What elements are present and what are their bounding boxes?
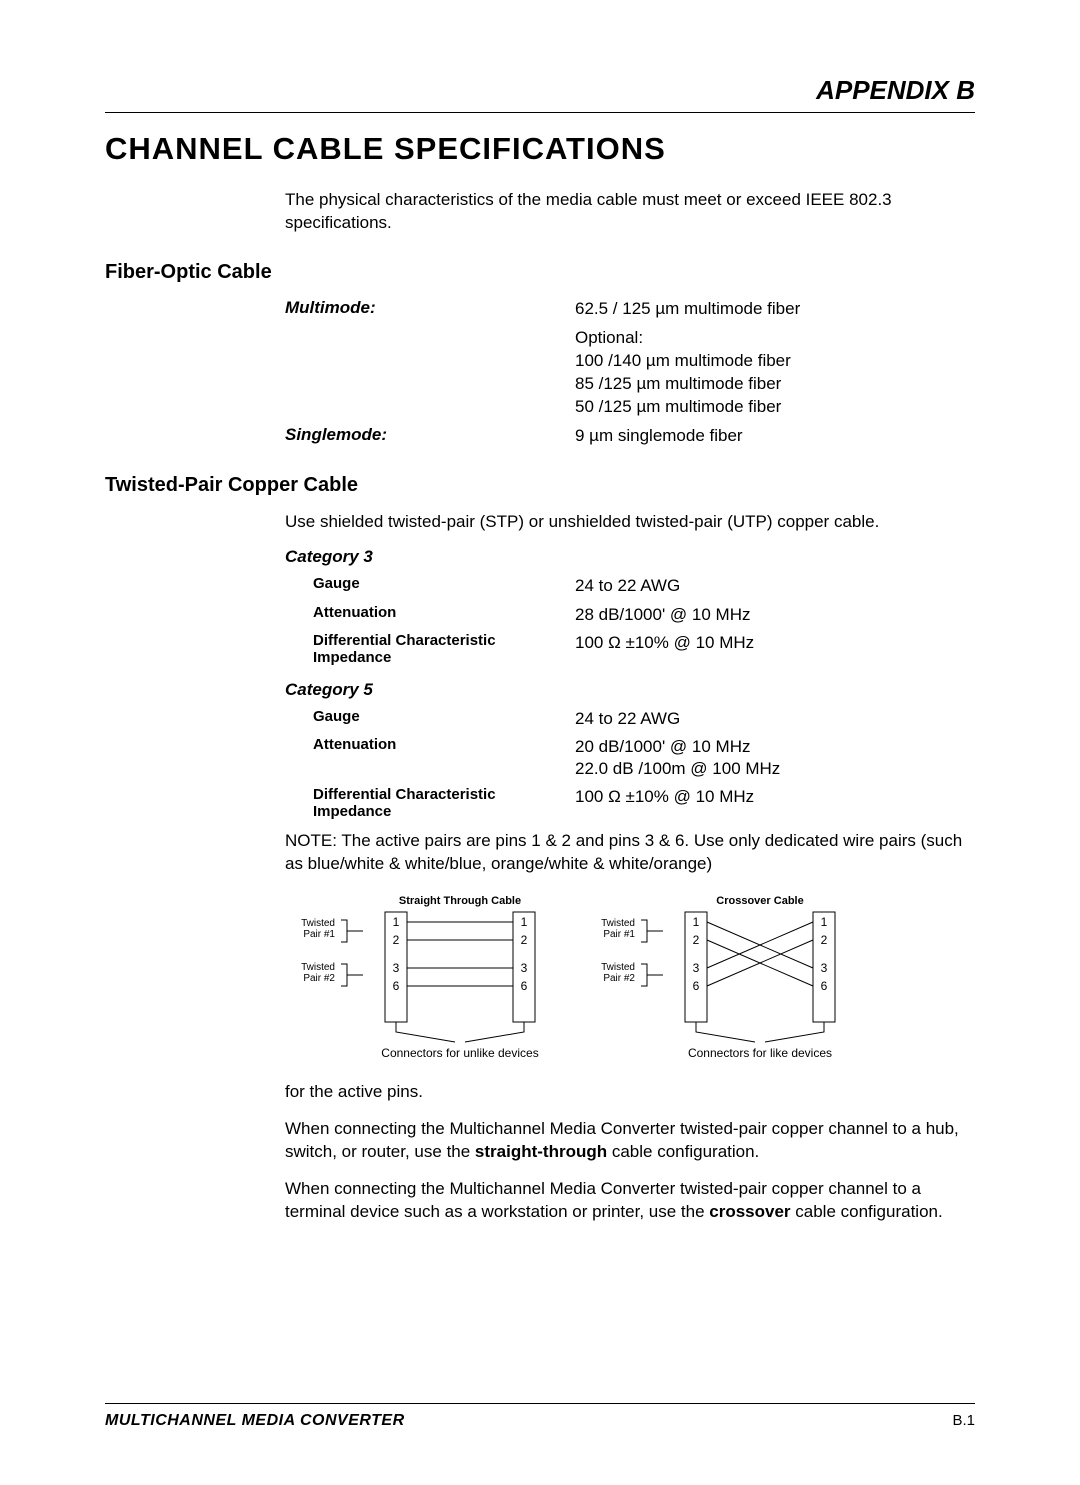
note-text: NOTE: The active pairs are pins 1 & 2 an… <box>285 830 975 876</box>
co-l-pin3: 3 <box>693 961 700 975</box>
cat3-imp-label: Differential Characteristic Impedance <box>313 632 575 666</box>
tp2-label-a: Twisted <box>301 962 335 973</box>
co-bracket-1 <box>641 920 663 942</box>
page-title: CHANNEL CABLE SPECIFICATIONS <box>105 131 975 167</box>
straight-caption: Connectors for unlike devices <box>381 1046 538 1060</box>
co-tp1-a: Twisted <box>601 918 635 929</box>
co-r-pin3: 3 <box>821 961 828 975</box>
tp1-label-a: Twisted <box>301 918 335 929</box>
optional-line-2: 50 /125 µm multimode fiber <box>575 397 781 416</box>
fiber-heading: Fiber-Optic Cable <box>105 261 975 284</box>
co-tp1-b: Pair #1 <box>603 929 635 940</box>
st-r-pin2: 2 <box>521 933 528 947</box>
footer-left: MULTICHANNEL MEDIA CONVERTER <box>105 1412 405 1430</box>
cat5-imp-val: 100 Ω ±10% @ 10 MHz <box>575 786 754 820</box>
cat3-atten-row: Attenuation 28 dB/1000' @ 10 MHz <box>313 604 975 626</box>
term-post: cable configuration. <box>791 1202 943 1221</box>
co-l-pin2: 2 <box>693 933 700 947</box>
rule-top <box>105 112 975 113</box>
bracket-2 <box>341 964 363 986</box>
terminal-paragraph: When connecting the Multichannel Media C… <box>285 1178 975 1224</box>
cat5-heading: Category 5 <box>285 680 975 700</box>
cat5-atten-val2: 22.0 dB /100m @ 100 MHz <box>575 759 780 778</box>
twisted-intro: Use shielded twisted-pair (STP) or unshi… <box>285 511 975 534</box>
footer-page-number: B.1 <box>952 1412 975 1430</box>
optional-line-1: 85 /125 µm multimode fiber <box>575 374 781 393</box>
co-arrow <box>696 1022 824 1042</box>
cat5-gauge-val: 24 to 22 AWG <box>575 708 680 730</box>
st-r-pin3: 3 <box>521 961 528 975</box>
hub-bold: straight-through <box>475 1142 607 1161</box>
cable-diagram: Straight Through Cable Twisted Pair #1 T… <box>285 892 975 1067</box>
crossover-caption: Connectors for like devices <box>688 1046 832 1060</box>
crossover-title: Crossover Cable <box>716 895 803 907</box>
st-r-pin6: 6 <box>521 979 528 993</box>
optional-label: Optional: <box>575 328 643 347</box>
hub-paragraph: When connecting the Multichannel Media C… <box>285 1118 975 1164</box>
multimode-value: 62.5 / 125 µm multimode fiber <box>575 298 800 321</box>
co-tp2-b: Pair #2 <box>603 973 635 984</box>
co-tp2-a: Twisted <box>601 962 635 973</box>
intro-text: The physical characteristics of the medi… <box>285 189 975 235</box>
st-l-pin6: 6 <box>393 979 400 993</box>
co-r-pin6: 6 <box>821 979 828 993</box>
cat5-atten-val: 20 dB/1000' @ 10 MHz 22.0 dB /100m @ 100… <box>575 736 780 780</box>
singlemode-label: Singlemode: <box>285 425 575 448</box>
cat5-atten-label: Attenuation <box>313 736 575 780</box>
cat5-atten-row: Attenuation 20 dB/1000' @ 10 MHz 22.0 dB… <box>313 736 975 780</box>
co-l-pin6: 6 <box>693 979 700 993</box>
singlemode-row: Singlemode: 9 µm singlemode fiber <box>285 425 975 448</box>
st-arrow <box>396 1022 524 1042</box>
cat5-imp-row: Differential Characteristic Impedance 10… <box>313 786 975 820</box>
co-l-pin1: 1 <box>693 915 700 929</box>
cat3-atten-label: Attenuation <box>313 604 575 626</box>
cat5-atten-val1: 20 dB/1000' @ 10 MHz <box>575 737 751 756</box>
cat3-imp-row: Differential Characteristic Impedance 10… <box>313 632 975 666</box>
optional-row: Optional: 100 /140 µm multimode fiber 85… <box>285 327 975 419</box>
cat3-gauge-val: 24 to 22 AWG <box>575 575 680 597</box>
cat3-heading: Category 3 <box>285 547 975 567</box>
page-footer: MULTICHANNEL MEDIA CONVERTER B.1 <box>105 1403 975 1430</box>
st-l-pin2: 2 <box>393 933 400 947</box>
appendix-label: APPENDIX B <box>105 75 975 106</box>
crossover-group: Crossover Cable Twisted Pair #1 Twisted … <box>601 895 835 1060</box>
cat5-gauge-row: Gauge 24 to 22 AWG <box>313 708 975 730</box>
singlemode-value: 9 µm singlemode fiber <box>575 425 743 448</box>
multimode-row: Multimode: 62.5 / 125 µm multimode fiber <box>285 298 975 321</box>
st-l-pin1: 1 <box>393 915 400 929</box>
cat3-gauge-row: Gauge 24 to 22 AWG <box>313 575 975 597</box>
multimode-label: Multimode: <box>285 298 575 321</box>
co-bracket-2 <box>641 964 663 986</box>
co-r-pin1: 1 <box>821 915 828 929</box>
cat3-atten-val: 28 dB/1000' @ 10 MHz <box>575 604 751 626</box>
optional-spacer <box>285 327 575 419</box>
term-bold: crossover <box>709 1202 790 1221</box>
cable-diagram-svg: Straight Through Cable Twisted Pair #1 T… <box>285 892 875 1067</box>
cat5-gauge-label: Gauge <box>313 708 575 730</box>
tp2-label-b: Pair #2 <box>303 973 335 984</box>
tp1-label-b: Pair #1 <box>303 929 335 940</box>
cat3-gauge-label: Gauge <box>313 575 575 597</box>
twisted-heading: Twisted-Pair Copper Cable <box>105 474 975 497</box>
bracket-1 <box>341 920 363 942</box>
co-r-pin2: 2 <box>821 933 828 947</box>
cat3-imp-val: 100 Ω ±10% @ 10 MHz <box>575 632 754 666</box>
straight-title: Straight Through Cable <box>399 895 521 907</box>
rule-bottom <box>105 1403 975 1404</box>
st-r-pin1: 1 <box>521 915 528 929</box>
hub-post: cable configuration. <box>607 1142 759 1161</box>
optional-line-0: 100 /140 µm multimode fiber <box>575 351 791 370</box>
active-pins-text: for the active pins. <box>285 1081 975 1104</box>
optional-values: Optional: 100 /140 µm multimode fiber 85… <box>575 327 791 419</box>
st-l-pin3: 3 <box>393 961 400 975</box>
cat5-imp-label: Differential Characteristic Impedance <box>313 786 575 820</box>
footer-row: MULTICHANNEL MEDIA CONVERTER B.1 <box>105 1412 975 1430</box>
